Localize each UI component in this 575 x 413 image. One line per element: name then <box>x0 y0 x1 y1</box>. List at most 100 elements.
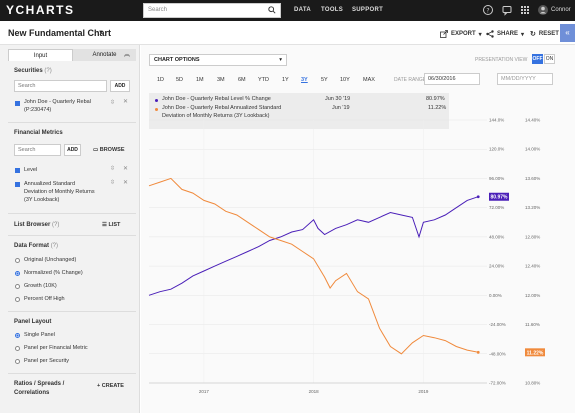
browse-button[interactable]: ▭ BROWSE <box>93 147 125 153</box>
start-date-input[interactable]: 06/30/2016 <box>424 73 480 85</box>
chart-legend: John Doe - Quarterly Rebal Level % Chang… <box>149 93 449 129</box>
option-normalized: Normalized (% Change) <box>24 270 83 276</box>
chevron-down-icon[interactable]: ▼ <box>98 30 104 36</box>
range-max[interactable]: MAX <box>363 77 375 83</box>
create-button[interactable]: + CREATE <box>97 383 124 389</box>
nav-support[interactable]: SUPPORT <box>352 7 384 13</box>
search-icon[interactable] <box>268 6 276 14</box>
chart-options-select[interactable]: CHART OPTIONS ▾ <box>149 54 287 66</box>
option-panel-per-security: Panel per Security <box>24 358 69 364</box>
apps-grid-icon[interactable] <box>519 4 531 16</box>
securities-search-input[interactable]: Search <box>14 80 107 92</box>
page-title[interactable]: New Fundamental Chart <box>8 28 112 38</box>
series-end-point <box>476 350 480 354</box>
export-button[interactable]: EXPORT ▾ <box>440 30 482 38</box>
browse-folder-icon: ▭ <box>93 147 99 153</box>
reset-button[interactable]: ↻ RESET <box>530 30 559 38</box>
security-name: John Doe - Quarterly Rebal <box>24 99 91 105</box>
collapse-sidebar-button[interactable]: « <box>560 24 575 42</box>
nav-data[interactable]: DATA <box>294 7 311 13</box>
remove-metric-icon[interactable]: ✕ <box>123 166 129 172</box>
add-metric-button[interactable]: ADD <box>64 144 81 156</box>
metrics-search-input[interactable]: Search <box>14 144 61 156</box>
series-end-label: 80.97% <box>491 195 509 201</box>
global-search-input[interactable]: Search <box>143 3 281 18</box>
metric-annualized-checkbox[interactable] <box>15 182 20 187</box>
y-left-tick-label: -24.00% <box>489 322 506 327</box>
y-left-tick-label: 24.00% <box>489 264 504 269</box>
chat-icon[interactable] <box>501 4 513 16</box>
add-security-button[interactable]: ADD <box>110 80 130 92</box>
presentation-view-label: PRESENTATION VIEW <box>475 57 528 63</box>
ycharts-logo[interactable]: YCHARTS <box>6 3 75 17</box>
top-nav: YCHARTS Search DATA TOOLS SUPPORT ? Conn… <box>0 0 575 21</box>
user-avatar-icon[interactable] <box>537 4 549 16</box>
security-id: (P:230474) <box>24 107 52 113</box>
x-tick-label: 2019 <box>418 389 429 394</box>
y-right-tick-label: 10.80% <box>525 381 540 386</box>
radio-panel-per-metric[interactable] <box>15 346 20 351</box>
end-date-input[interactable]: MM/DD/YYYY <box>497 73 553 85</box>
range-3y[interactable]: 3Y <box>301 77 308 83</box>
sidebar: Input Annotate ︽ Securities (?) Search A… <box>0 45 140 413</box>
list-button[interactable]: ☰ LIST <box>102 222 121 228</box>
y-right-tick-label: 12.80% <box>525 234 540 239</box>
option-percent-off-high: Percent Off High <box>24 296 65 302</box>
series-end-badge <box>489 192 509 201</box>
y-left-tick-label: 48.00% <box>489 234 504 239</box>
chart-panel: CHART OPTIONS ▾ PRESENTATION VIEW OFF ON… <box>141 45 575 413</box>
nav-tools[interactable]: TOOLS <box>321 7 344 13</box>
presentation-on-toggle[interactable]: ON <box>544 54 555 64</box>
remove-security-icon[interactable]: ✕ <box>123 99 129 105</box>
option-single-panel: Single Panel <box>24 332 55 338</box>
y-right-tick-label: 11.60% <box>525 322 540 327</box>
metric-level-checkbox[interactable] <box>15 168 20 173</box>
option-growth: Growth (10K) <box>24 283 57 289</box>
tab-input[interactable]: Input <box>8 49 73 61</box>
y-right-tick-label: 11.20% <box>525 351 540 356</box>
y-left-tick-label: 144.0% <box>489 118 504 123</box>
presentation-off-toggle[interactable]: OFF <box>532 54 543 64</box>
range-6m[interactable]: 6M <box>238 77 246 83</box>
range-3m[interactable]: 3M <box>217 77 225 83</box>
legend-stddev-value: 11.22% <box>428 105 447 111</box>
range-1y[interactable]: 1Y <box>282 77 289 83</box>
security-checkbox[interactable] <box>15 101 20 106</box>
range-1d[interactable]: 1D <box>157 77 165 83</box>
help-icon[interactable]: ? <box>482 4 494 16</box>
range-5d[interactable]: 5D <box>176 77 184 83</box>
tab-annotate[interactable]: Annotate ︽ <box>73 49 136 61</box>
range-10y[interactable]: 10Y <box>340 77 350 83</box>
collapse-up-icon[interactable]: ︽ <box>123 52 130 58</box>
divider <box>8 122 136 123</box>
help-icon: (?) <box>50 243 59 249</box>
x-tick-label: 2017 <box>199 389 210 394</box>
plus-icon: + <box>97 383 101 389</box>
radio-panel-per-security[interactable] <box>15 359 20 364</box>
remove-metric-icon[interactable]: ✕ <box>123 180 129 186</box>
radio-percent-off-high[interactable] <box>15 297 20 302</box>
radio-original[interactable] <box>15 258 20 263</box>
drag-handle-icon[interactable]: ⇳ <box>110 100 116 106</box>
range-ytd[interactable]: YTD <box>258 77 269 83</box>
metric-annualized: Annualized Standard Deviation of Monthly… <box>24 181 95 203</box>
radio-growth[interactable] <box>15 284 20 289</box>
svg-text:?: ? <box>486 7 489 14</box>
y-right-tick-label: 13.60% <box>525 176 540 181</box>
range-5y[interactable]: 5Y <box>321 77 328 83</box>
share-button[interactable]: SHARE ▾ <box>486 30 524 38</box>
y-left-tick-label: 0.00% <box>489 293 502 298</box>
radio-normalized[interactable] <box>15 271 20 276</box>
user-name[interactable]: Connor <box>551 7 571 13</box>
radio-single-panel[interactable] <box>15 333 20 338</box>
share-caret-icon: ▾ <box>521 31 525 38</box>
legend-dot-level <box>155 99 158 102</box>
x-tick-label: 2018 <box>309 389 320 394</box>
y-left-tick-label: -48.00% <box>489 351 506 356</box>
drag-handle-icon[interactable]: ⇳ <box>110 166 116 172</box>
range-1m[interactable]: 1M <box>196 77 204 83</box>
chevron-down-icon: ▾ <box>279 57 282 63</box>
panel-layout-title: Panel Layout <box>14 319 52 325</box>
option-original: Original (Unchanged) <box>24 257 77 263</box>
drag-handle-icon[interactable]: ⇳ <box>110 180 116 186</box>
